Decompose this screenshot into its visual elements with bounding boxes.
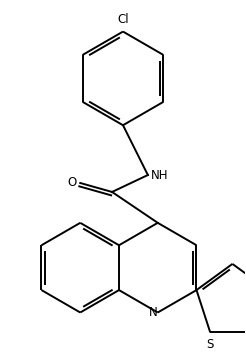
Text: S: S: [207, 338, 214, 352]
Text: Cl: Cl: [117, 13, 129, 26]
Text: O: O: [68, 177, 77, 189]
Text: NH: NH: [151, 169, 168, 181]
Text: N: N: [148, 306, 157, 319]
